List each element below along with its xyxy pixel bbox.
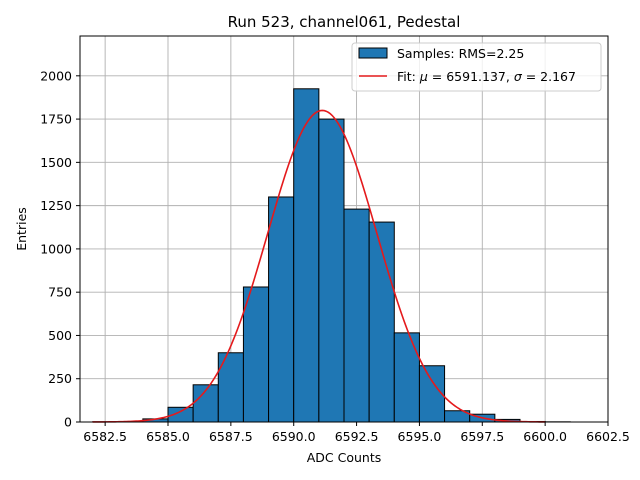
legend-samples-patch: [358, 47, 388, 59]
histogram-bar: [242, 286, 270, 423]
legend-mu-symbol: μ: [419, 69, 428, 84]
y-tick-label: 1250: [40, 198, 72, 213]
y-tick-label: 2000: [40, 68, 72, 83]
y-tick-label: 1000: [40, 241, 72, 256]
y-tick-label: 500: [48, 328, 72, 343]
x-tick-label: 6597.5: [460, 429, 504, 444]
legend-fit-label: Fit: μ = 6591.137, σ = 2.167: [397, 69, 576, 84]
legend-samples-label: Samples: RMS=2.25: [397, 46, 524, 61]
x-tick-label: 6600.0: [523, 429, 567, 444]
histogram-bar: [418, 365, 446, 423]
legend-sigma-value: = 2.167: [522, 69, 576, 84]
x-axis-label: ADC Counts: [307, 450, 382, 465]
legend: Samples: RMS=2.25 Fit: μ = 6591.137, σ =…: [351, 42, 602, 92]
y-tick-label: 250: [48, 371, 72, 386]
y-axis-ticks: 0 250 500 750 1000 1250 1500 1750 2000: [40, 68, 80, 430]
y-axis-label: Entries: [14, 207, 29, 251]
x-tick-label: 6585.0: [146, 429, 190, 444]
legend-box: [351, 42, 602, 92]
x-tick-label: 6587.5: [209, 429, 253, 444]
x-tick-label: 6590.0: [272, 429, 316, 444]
legend-sigma-symbol: σ: [514, 69, 523, 84]
histogram-bar: [368, 221, 395, 423]
x-tick-label: 6582.5: [83, 429, 127, 444]
fit-curve: [92, 109, 546, 423]
histogram-bar: [343, 208, 370, 423]
y-tick-label: 1750: [40, 112, 72, 127]
histogram-bar: [393, 332, 420, 423]
chart-title: Run 523, channel061, Pedestal: [228, 13, 461, 31]
histogram-bar: [293, 88, 320, 423]
x-tick-label: 6595.0: [398, 429, 442, 444]
histogram-bar: [268, 196, 295, 423]
plot-frame: [79, 35, 609, 423]
legend-mu-value: = 6591.137,: [428, 69, 514, 84]
y-tick-label: 1500: [40, 155, 72, 170]
legend-fit-prefix: Fit:: [397, 69, 420, 84]
x-tick-label: 6592.5: [335, 429, 379, 444]
y-tick-label: 750: [48, 285, 72, 300]
y-tick-label: 0: [64, 415, 72, 430]
x-tick-label: 6602.5: [586, 429, 630, 444]
histogram-bar: [318, 118, 345, 423]
x-axis-ticks: 6582.5 6585.0 6587.5 6590.0 6592.5 6595.0 6597…: [83, 422, 630, 444]
